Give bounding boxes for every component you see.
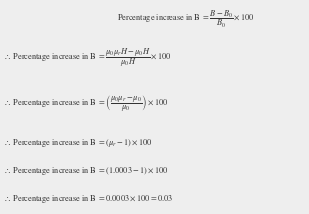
Text: Percentage increase in B $= \dfrac{B - B_0}{B_0} \times 100$: Percentage increase in B $= \dfrac{B - B… (117, 9, 255, 30)
Text: $\therefore$ Percentage increase in B $= \dfrac{\mu_0 \mu_r H - \mu_0 H}{\mu_0 H: $\therefore$ Percentage increase in B $=… (3, 46, 171, 69)
Text: $\therefore$ Percentage increase in B $= \left(\dfrac{\mu_0 \mu_r - \mu_0}{\mu_0: $\therefore$ Percentage increase in B $=… (3, 93, 169, 113)
Text: $\therefore$ Percentage increase in B $= (1.0003 - 1) \times 100$: $\therefore$ Percentage increase in B $=… (3, 165, 169, 177)
Text: $\therefore$ Percentage increase in B $= 0.0003 \times 100 = 0.03$: $\therefore$ Percentage increase in B $=… (3, 193, 173, 205)
Text: $\therefore$ Percentage increase in B $= (\mu_r - 1) \times 100$: $\therefore$ Percentage increase in B $=… (3, 137, 153, 149)
